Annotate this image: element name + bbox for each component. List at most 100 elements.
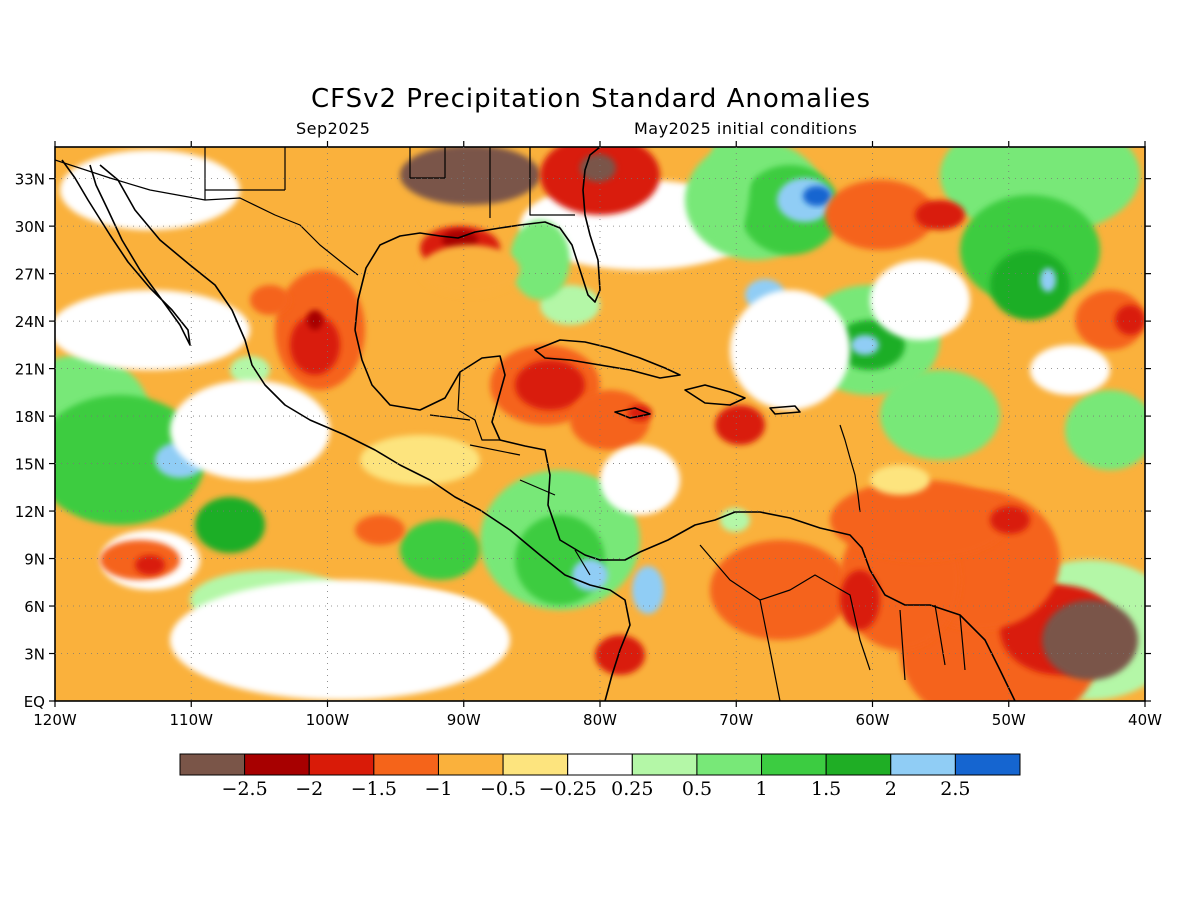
coastlines (55, 147, 1016, 701)
anomaly-contour (400, 520, 480, 580)
y-tick-label: 30N (15, 218, 45, 236)
anomaly-contour (1042, 600, 1138, 680)
colorbar-swatch (373, 753, 439, 776)
x-tick-label: 40W (1128, 711, 1162, 729)
y-tick-label: 9N (24, 551, 45, 569)
coastline-antilles (839, 424, 861, 513)
anomaly-contour (307, 310, 323, 330)
x-tick-label: 90W (447, 711, 481, 729)
anomaly-contour (442, 230, 478, 250)
colorbar-swatch (567, 753, 633, 776)
x-tick-label: 50W (992, 711, 1026, 729)
y-tick-label: 33N (15, 171, 45, 189)
y-tick-label: 15N (15, 456, 45, 474)
anomaly-contour (580, 154, 616, 182)
x-tick-label: 70W (719, 711, 753, 729)
x-tick-label: 60W (856, 711, 890, 729)
anomaly-contour (195, 497, 265, 553)
colorbar-label: −1.5 (351, 778, 397, 800)
y-tick-label: 27N (15, 266, 45, 284)
anomaly-contour (1030, 345, 1110, 395)
anomaly-contour (355, 515, 405, 545)
anomaly-contour (851, 335, 879, 355)
y-tick-label: 18N (15, 408, 45, 426)
anomaly-contour (1065, 390, 1145, 470)
y-tick-label: EQ (24, 693, 45, 711)
coastline-hispaniola (684, 384, 746, 406)
target-month-label: Sep2025 (296, 119, 371, 138)
chart-title: CFSv2 Precipitation Standard Anomalies (310, 84, 872, 114)
colorbar-swatch (308, 753, 375, 776)
anomaly-contour (840, 570, 880, 630)
anomaly-contour (600, 445, 680, 515)
anomaly-contour (55, 395, 205, 525)
anomaly-contour (870, 260, 970, 340)
colorbar-swatch (696, 753, 763, 776)
anomaly-contour (570, 390, 650, 450)
initial-conditions-label: May2025 initial conditions (634, 119, 858, 138)
x-tick-label: 80W (583, 711, 617, 729)
anomaly-contour (595, 635, 645, 675)
anomaly-contour (1075, 290, 1145, 350)
coastline-baja (61, 159, 191, 346)
anomaly-contour (990, 506, 1030, 534)
colorbar-label: −0.25 (539, 778, 597, 800)
coastline-puerto-rico (769, 405, 801, 415)
anomaly-contour (825, 180, 935, 250)
colorbar-swatch (761, 753, 827, 776)
anomaly-contour (515, 360, 585, 410)
colorbar-swatch (437, 753, 504, 776)
anomaly-contour (540, 285, 600, 325)
colorbar-label: −1 (424, 778, 452, 800)
anomaly-contour (55, 290, 250, 370)
y-tick-label: 12N (15, 503, 45, 521)
colorbar-swatch (890, 753, 956, 776)
political-borders (55, 147, 966, 701)
colorbar: −2.5 −2 −1.5 −1 −0.5 −0.25 0.25 0.5 1 1.5 2 2.5 (179, 753, 1021, 800)
anomaly-contour (250, 285, 290, 315)
x-tick-label: 100W (306, 711, 350, 729)
y-tick-label: 21N (15, 361, 45, 379)
anomaly-contour (710, 147, 750, 240)
anomaly-contour (1115, 305, 1145, 335)
colorbar-label: −0.5 (480, 778, 526, 800)
colorbar-label: −2.5 (222, 778, 268, 800)
anomaly-contour (880, 370, 1000, 460)
colorbar-label: 1 (755, 778, 767, 800)
y-tick-label: 6N (24, 598, 45, 616)
y-tick-label: 3N (24, 646, 45, 664)
colorbar-label: −2 (295, 778, 323, 800)
coastline-cuba (534, 339, 681, 379)
colorbar-swatch (244, 753, 310, 776)
anomaly-contour (803, 186, 831, 206)
coastline-mexico-west (99, 164, 631, 701)
coastline-us-gulf (354, 147, 601, 331)
anomaly-contour (710, 540, 850, 640)
anomaly-contour (310, 590, 490, 640)
anomaly-contour (1040, 268, 1056, 292)
colorbar-label: 0.5 (682, 778, 712, 800)
anomaly-contour (360, 435, 480, 485)
colorbar-swatch (502, 753, 569, 776)
colorbar-swatch (179, 753, 246, 776)
anomaly-contour (632, 566, 664, 614)
y-tick-label: 24N (15, 313, 45, 331)
anomaly-contour (135, 555, 165, 575)
colorbar-label: 2.5 (940, 778, 970, 800)
anomaly-contour (510, 220, 570, 300)
colorbar-swatch (631, 753, 698, 776)
anomaly-contour (290, 315, 340, 375)
anomaly-contour (990, 250, 1070, 320)
anomaly-contour (915, 200, 965, 230)
anomaly-contour (830, 480, 1010, 560)
anomaly-contour (170, 380, 330, 480)
colorbar-label: 1.5 (811, 778, 841, 800)
anomaly-contour (400, 147, 540, 205)
coastline-south-america (639, 511, 1016, 701)
colorbar-label: 0.25 (611, 778, 653, 800)
colorbar-swatch (825, 753, 892, 776)
coastline-mexico-gulf (354, 329, 641, 561)
x-tick-label: 120W (33, 711, 77, 729)
y-axis: EQ 3N 6N 9N 12N 15N 18N 21N 24N 27N 30N 33N (15, 171, 1151, 711)
